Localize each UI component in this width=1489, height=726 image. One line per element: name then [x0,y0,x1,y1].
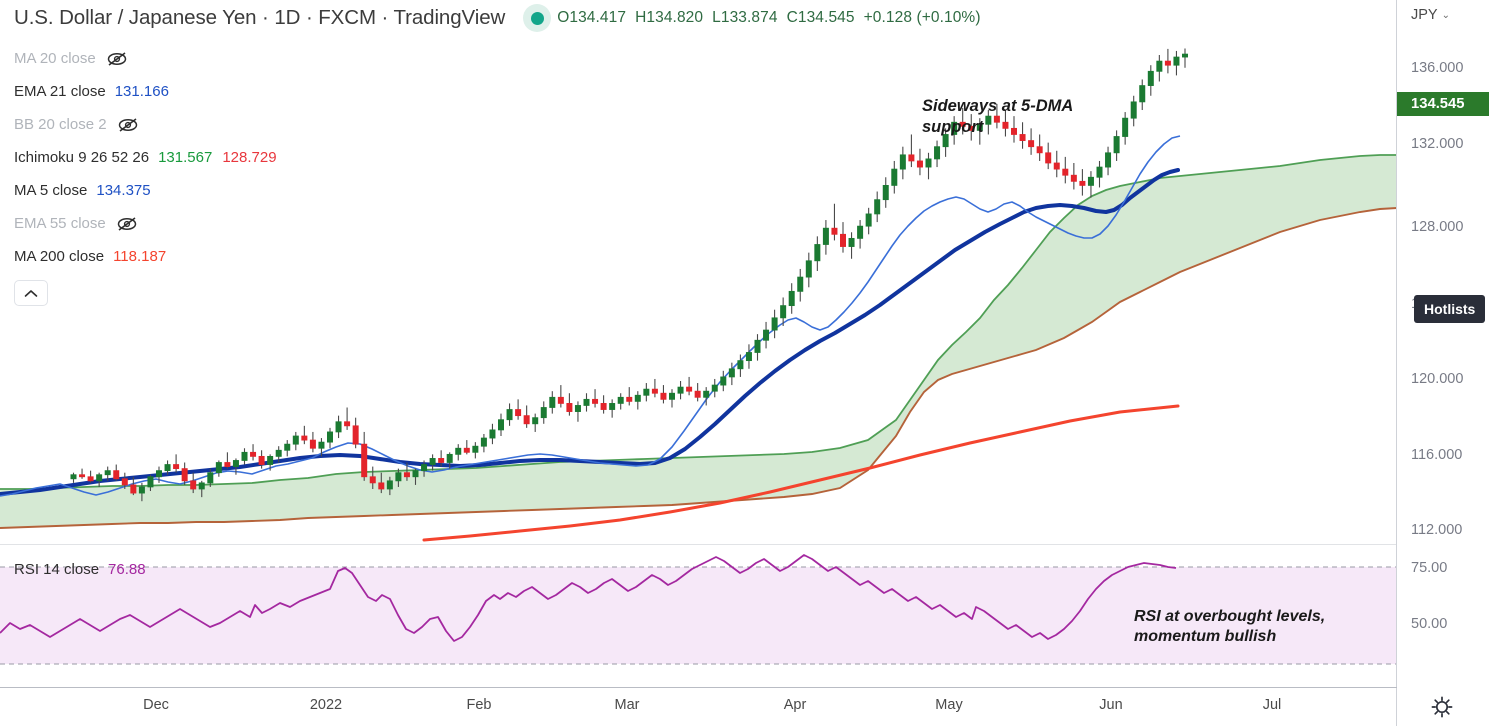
rsi-chart-pane[interactable] [0,545,1397,687]
time-tick: May [935,697,963,713]
time-axis[interactable]: Dec 2022 Feb Mar Apr May Jun Jul [0,688,1489,726]
time-tick: Dec [143,697,169,713]
ichimoku-cloud-fill [0,155,1397,528]
rsi-tick: 50.00 [1411,616,1448,632]
price-axis-divider [1396,0,1397,687]
legend-value-ma-200: 118.187 [113,248,167,265]
legend-label-ma-200: MA 200 close [14,248,105,265]
chart-header: U.S. Dollar / Japanese Yen · 1D · FXCM ·… [0,0,1397,36]
hidden-eye-icon[interactable] [116,216,138,232]
price-plot-svg [0,48,1397,542]
legend-item-rsi[interactable]: RSI 14 close 76.88 [14,553,434,586]
price-annotation-text: Sideways at 5-DMA support [922,97,1074,136]
ma-200-line [422,404,1180,542]
legend-item-ema-55[interactable]: EMA 55 close [14,207,434,240]
ohlc-high: H134.820 [635,9,704,26]
price-tick: 132.000 [1411,136,1464,152]
candlestick-series [70,48,1189,502]
ohlc-low: L133.874 [712,9,778,26]
price-tick: 136.000 [1411,60,1464,76]
symbol-title[interactable]: U.S. Dollar / Japanese Yen · 1D · FXCM ·… [14,6,506,29]
price-tick: 128.000 [1411,219,1464,235]
legend-item-ema-21[interactable]: EMA 21 close 131.166 [14,75,434,108]
chevron-up-icon [24,289,38,297]
legend-label-ichimoku: Ichimoku 9 26 52 26 [14,149,150,166]
rsi-plot-svg [0,554,1397,665]
rsi-annotation-text: RSI at overbought levels, momentum bulli… [1134,608,1326,645]
legend-value-ichimoku-a: 131.567 [158,149,213,166]
legend-collapse-button[interactable] [14,280,48,306]
time-tick: 2022 [309,697,343,713]
legend-item-ma-20[interactable]: MA 20 close [14,42,434,75]
price-tick: 120.000 [1411,371,1464,387]
legend-value-ichimoku-b: 128.729 [222,149,277,166]
currency-selector[interactable]: JPY ⌄ [1411,7,1450,23]
time-tick: Apr [783,697,807,713]
ohlc-change: +0.128 (+0.10%) [863,9,981,26]
time-tick: Feb [466,697,492,713]
ohlc-values: O134.417 H134.820 L133.874 C134.545 +0.128 (… [557,9,989,27]
legend-item-ma-5[interactable]: MA 5 close 134.375 [14,174,434,207]
legend-label-ema-21: EMA 21 close [14,83,106,100]
price-chart-pane[interactable] [0,0,1397,544]
legend-item-bb-20[interactable]: BB 20 close 2 [14,108,434,141]
time-axis-separator [1396,688,1397,726]
indicator-legend: MA 20 close EMA 21 close 131.166 BB 20 c… [14,42,434,306]
market-open-dot-icon [523,4,552,32]
rsi-bottom-divider [0,687,1397,688]
time-tick: Jul [1262,697,1282,713]
legend-label-ma-20: MA 20 close [14,50,96,67]
settings-gear-icon[interactable] [1430,695,1454,719]
legend-item-ma-200[interactable]: MA 200 close 118.187 [14,240,434,273]
ema-21-line [0,168,1180,496]
rsi-legend: RSI 14 close 76.88 [14,553,434,586]
pane-divider [0,544,1397,545]
legend-label-ema-55: EMA 55 close [14,215,106,232]
time-tick: Mar [614,697,640,713]
legend-value-ema-21: 131.166 [114,83,169,100]
legend-value-ma-5: 134.375 [96,182,151,199]
current-price-badge: 134.545 [1397,92,1489,116]
legend-label-bb-20: BB 20 close 2 [14,116,107,133]
price-tick: 112.000 [1411,522,1463,538]
ma-5-line [0,135,1181,497]
hidden-eye-icon[interactable] [106,51,128,67]
legend-value-rsi: 76.88 [108,561,146,578]
rsi-line [0,554,1177,642]
hotlists-tooltip[interactable]: Hotlists [1414,295,1486,323]
hidden-eye-icon[interactable] [117,117,139,133]
legend-label-ma-5: MA 5 close [14,182,88,199]
time-tick: Jun [1099,697,1123,713]
legend-label-rsi: RSI 14 close [14,561,100,578]
ohlc-close: C134.545 [786,9,855,26]
ohlc-open: O134.417 [557,9,627,26]
legend-item-ichimoku[interactable]: Ichimoku 9 26 52 26 131.567 128.729 [14,141,434,174]
chevron-down-icon: ⌄ [1441,9,1450,21]
price-tick: 116.000 [1411,447,1463,463]
currency-label: JPY [1411,7,1438,23]
rsi-tick: 75.00 [1411,560,1448,576]
ichimoku-span-a-line [0,154,1397,490]
